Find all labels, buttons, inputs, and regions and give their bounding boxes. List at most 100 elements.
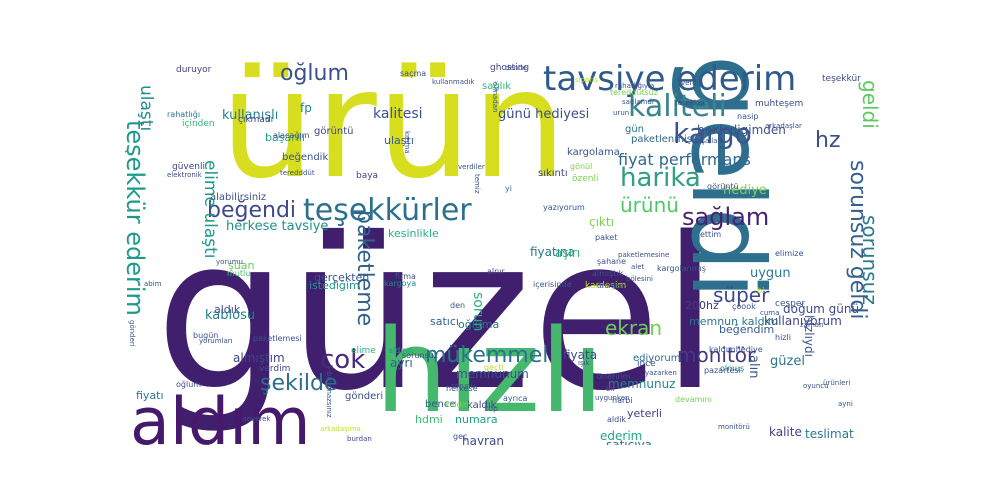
cloud-word: görüntü	[314, 126, 354, 137]
cloud-word: kalitesi	[373, 106, 423, 122]
cloud-word: yorumu	[216, 258, 243, 266]
cloud-word: sorunsuz geldi	[845, 160, 870, 320]
cloud-word: oğlum	[280, 61, 349, 86]
cloud-word: hdmi	[415, 413, 443, 426]
cloud-word: ulaştı	[136, 85, 156, 132]
cloud-word: kesinlikle	[388, 227, 439, 240]
cloud-word: kullanışlı	[222, 108, 279, 123]
cloud-word: teslimat	[805, 427, 854, 441]
cloud-word: hızlı	[375, 305, 605, 439]
cloud-word: gönül	[570, 162, 593, 171]
cloud-word: aldık	[214, 303, 241, 316]
cloud-word: kargoya	[384, 279, 417, 288]
cloud-word: çok	[320, 345, 366, 375]
cloud-word: ayni	[838, 400, 853, 408]
cloud-word: beğendi	[207, 198, 297, 223]
cloud-word: kaldım	[445, 400, 472, 409]
cloud-word: çıktı	[589, 215, 614, 229]
cloud-word: kardeşim	[585, 281, 627, 291]
cloud-word: paket	[595, 233, 618, 242]
cloud-word: özenli	[572, 174, 599, 184]
cloud-word: herkese	[446, 384, 478, 393]
cloud-word: geçti	[484, 363, 504, 372]
cloud-word: hediye	[723, 183, 767, 198]
cloud-word: kaldımhediye	[709, 345, 763, 354]
cloud-word: ederim	[600, 429, 643, 443]
cloud-word: nasip	[737, 112, 759, 121]
cloud-word: hayran	[462, 434, 504, 445]
cloud-word: memnunuz	[608, 377, 676, 391]
cloud-word: beğendik	[282, 152, 329, 163]
cloud-word: top	[485, 404, 499, 413]
cloud-word: fiyat performans	[618, 150, 751, 169]
cloud-word: pazartesi	[704, 366, 741, 375]
cloud-word: urun	[613, 109, 630, 117]
cloud-word: fp	[300, 101, 312, 115]
cloud-word: gönderi	[345, 391, 384, 402]
cloud-word: bugün	[193, 331, 219, 340]
word-cloud: güzel ürün hızlı geldi aldım tavsiye ederim te…	[125, 60, 895, 445]
cloud-word: ürünü	[620, 193, 679, 217]
cloud-word: gönderi	[128, 320, 136, 347]
cloud-word: şekilde	[260, 371, 338, 396]
cloud-word: inşallah	[695, 137, 722, 145]
cloud-word: harika	[620, 163, 701, 193]
cloud-word: bulamazsınız	[325, 372, 333, 418]
cloud-word: verdim	[259, 364, 291, 374]
cloud-word: günü hediyesi	[498, 107, 590, 122]
cloud-word: ürünleri	[823, 379, 851, 387]
cloud-word: güzel	[770, 354, 805, 369]
cloud-word: elime ulaştı	[200, 160, 220, 259]
cloud-word: kaldık	[467, 400, 497, 411]
cloud-word: yazıyorum	[543, 203, 585, 212]
cloud-word: kızıma	[403, 131, 411, 154]
cloud-word: elime	[351, 346, 376, 356]
cloud-word: alet	[631, 263, 645, 271]
cloud-word: öneririm	[597, 372, 631, 381]
cloud-word: baya	[356, 171, 379, 181]
cloud-word: kaliteli	[628, 89, 727, 124]
cloud-word: cuma	[760, 309, 780, 317]
cloud-word: çıkmadı	[238, 115, 274, 125]
cloud-word: almıştım	[233, 351, 285, 365]
cloud-word: teşekkür	[675, 99, 706, 107]
cloud-word: bir	[606, 385, 616, 393]
cloud-word: teşekkürler	[303, 193, 472, 228]
cloud-word: ghosting	[490, 63, 530, 73]
cloud-word: paketleme	[352, 210, 377, 327]
cloud-word: cesper	[775, 299, 806, 309]
cloud-word: bence	[425, 399, 456, 410]
cloud-word: elektronik	[167, 171, 202, 179]
cloud-word: abim	[144, 280, 162, 288]
cloud-word: sıkıntı	[538, 168, 568, 179]
cloud-word: sorunu	[451, 382, 476, 390]
cloud-word: uygunken	[595, 394, 630, 402]
cloud-word: verdiler	[458, 163, 485, 171]
cloud-word: sipariş	[575, 76, 598, 84]
cloud-word: aldik	[607, 415, 627, 424]
cloud-word: hz	[815, 128, 841, 153]
cloud-word: kargolanmış	[657, 264, 706, 273]
cloud-word: kargo	[673, 117, 752, 150]
cloud-word: duruyor	[176, 65, 212, 75]
cloud-word: devamını	[675, 395, 712, 404]
cloud-word: aldırın	[388, 346, 414, 355]
cloud-word: mutlu	[227, 269, 251, 278]
cloud-word: oğluma	[458, 318, 500, 331]
cloud-word: muhteşem	[755, 99, 804, 109]
cloud-word: yazarken	[645, 369, 677, 377]
cloud-word: süper	[713, 283, 770, 307]
cloud-word: paketlemesine	[618, 251, 670, 259]
cloud-word: den	[450, 301, 466, 310]
cloud-word: monitör	[677, 343, 756, 367]
cloud-word: hizli	[775, 333, 791, 342]
cloud-word: satıcıya	[606, 438, 653, 445]
cloud-word: ekran	[605, 316, 663, 340]
cloud-word: 200hz	[685, 299, 719, 312]
cloud-word: harbi	[612, 396, 633, 405]
cloud-word: gerçekten	[314, 271, 370, 284]
cloud-word: ediyorum	[633, 353, 681, 364]
cloud-word: almıştık	[592, 269, 624, 278]
cloud-word: geç	[453, 432, 468, 441]
cloud-word: kablosu	[205, 308, 256, 323]
